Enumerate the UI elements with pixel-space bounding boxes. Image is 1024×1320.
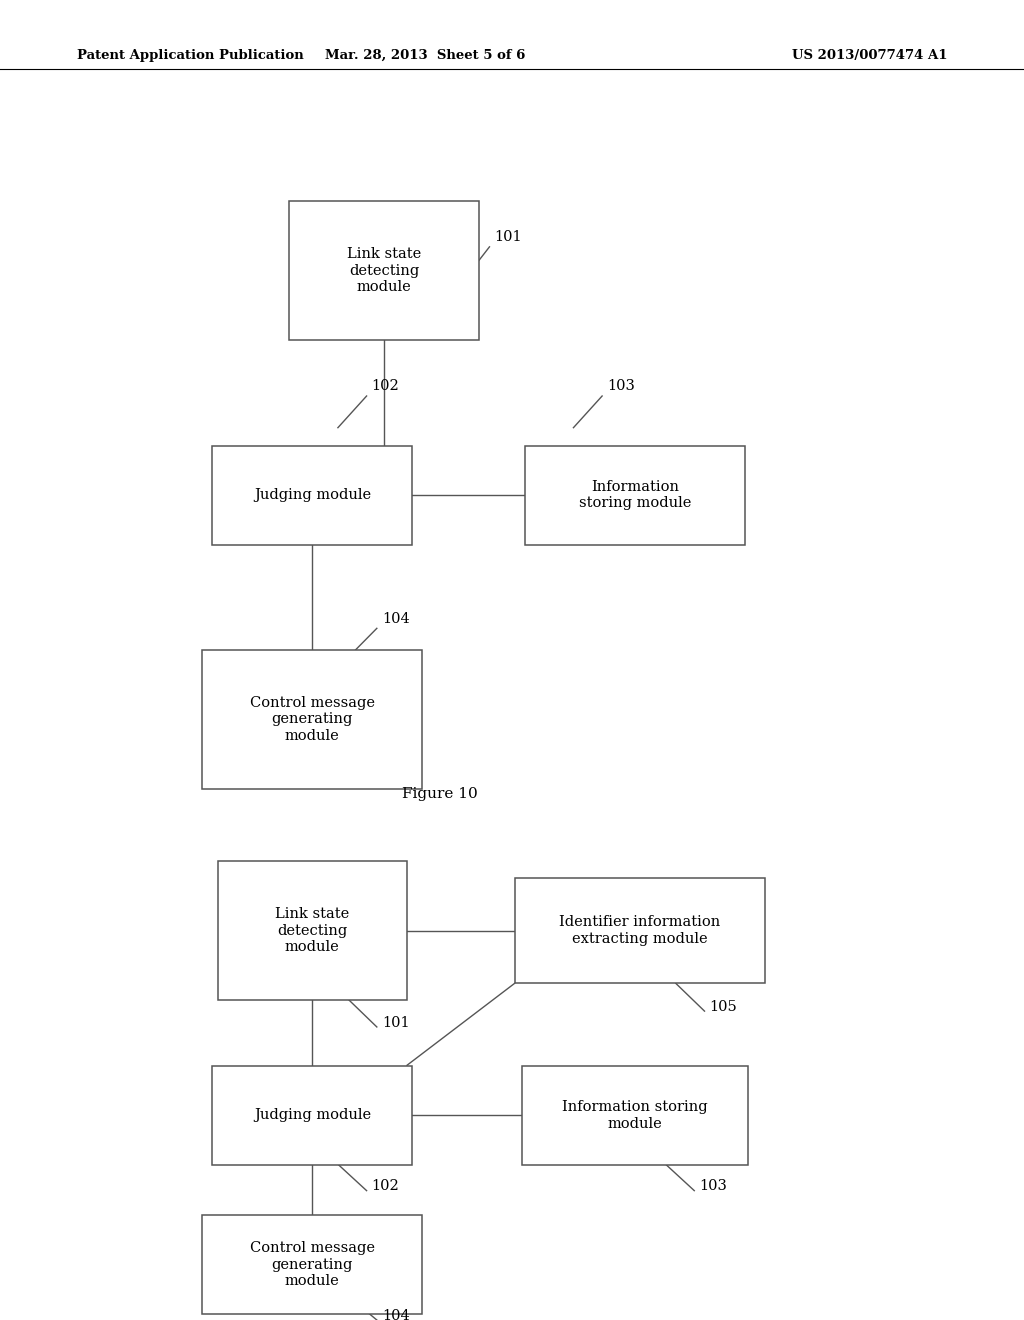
Text: 104: 104: [382, 1308, 410, 1320]
Text: Judging module: Judging module: [254, 1109, 371, 1122]
Text: 101: 101: [382, 1015, 410, 1030]
Bar: [203, 1214, 422, 1315]
Text: 102: 102: [372, 1179, 399, 1193]
Bar: [213, 446, 412, 544]
Text: 103: 103: [699, 1179, 727, 1193]
Text: Mar. 28, 2013  Sheet 5 of 6: Mar. 28, 2013 Sheet 5 of 6: [325, 49, 525, 62]
Text: Patent Application Publication: Patent Application Publication: [77, 49, 303, 62]
Bar: [522, 1067, 748, 1166]
Text: 103: 103: [607, 379, 635, 393]
Text: Judging module: Judging module: [254, 488, 371, 502]
Text: Identifier information
extracting module: Identifier information extracting module: [559, 916, 721, 945]
Text: Control message
generating
module: Control message generating module: [250, 696, 375, 743]
Text: Link state
detecting
module: Link state detecting module: [347, 247, 421, 294]
Bar: [524, 446, 744, 544]
Text: 101: 101: [495, 230, 522, 244]
Bar: [213, 1067, 412, 1166]
Text: Link state
detecting
module: Link state detecting module: [275, 907, 349, 954]
Text: Control message
generating
module: Control message generating module: [250, 1241, 375, 1288]
Text: 104: 104: [382, 611, 410, 626]
Text: US 2013/0077474 A1: US 2013/0077474 A1: [792, 49, 947, 62]
Bar: [217, 862, 407, 1001]
Text: 102: 102: [372, 379, 399, 393]
Text: Information storing
module: Information storing module: [562, 1101, 708, 1130]
Bar: [203, 649, 422, 788]
Text: Figure 10: Figure 10: [402, 787, 478, 801]
Bar: [289, 201, 478, 339]
Text: 105: 105: [710, 999, 737, 1014]
Bar: [514, 878, 765, 983]
Text: Information
storing module: Information storing module: [579, 480, 691, 510]
